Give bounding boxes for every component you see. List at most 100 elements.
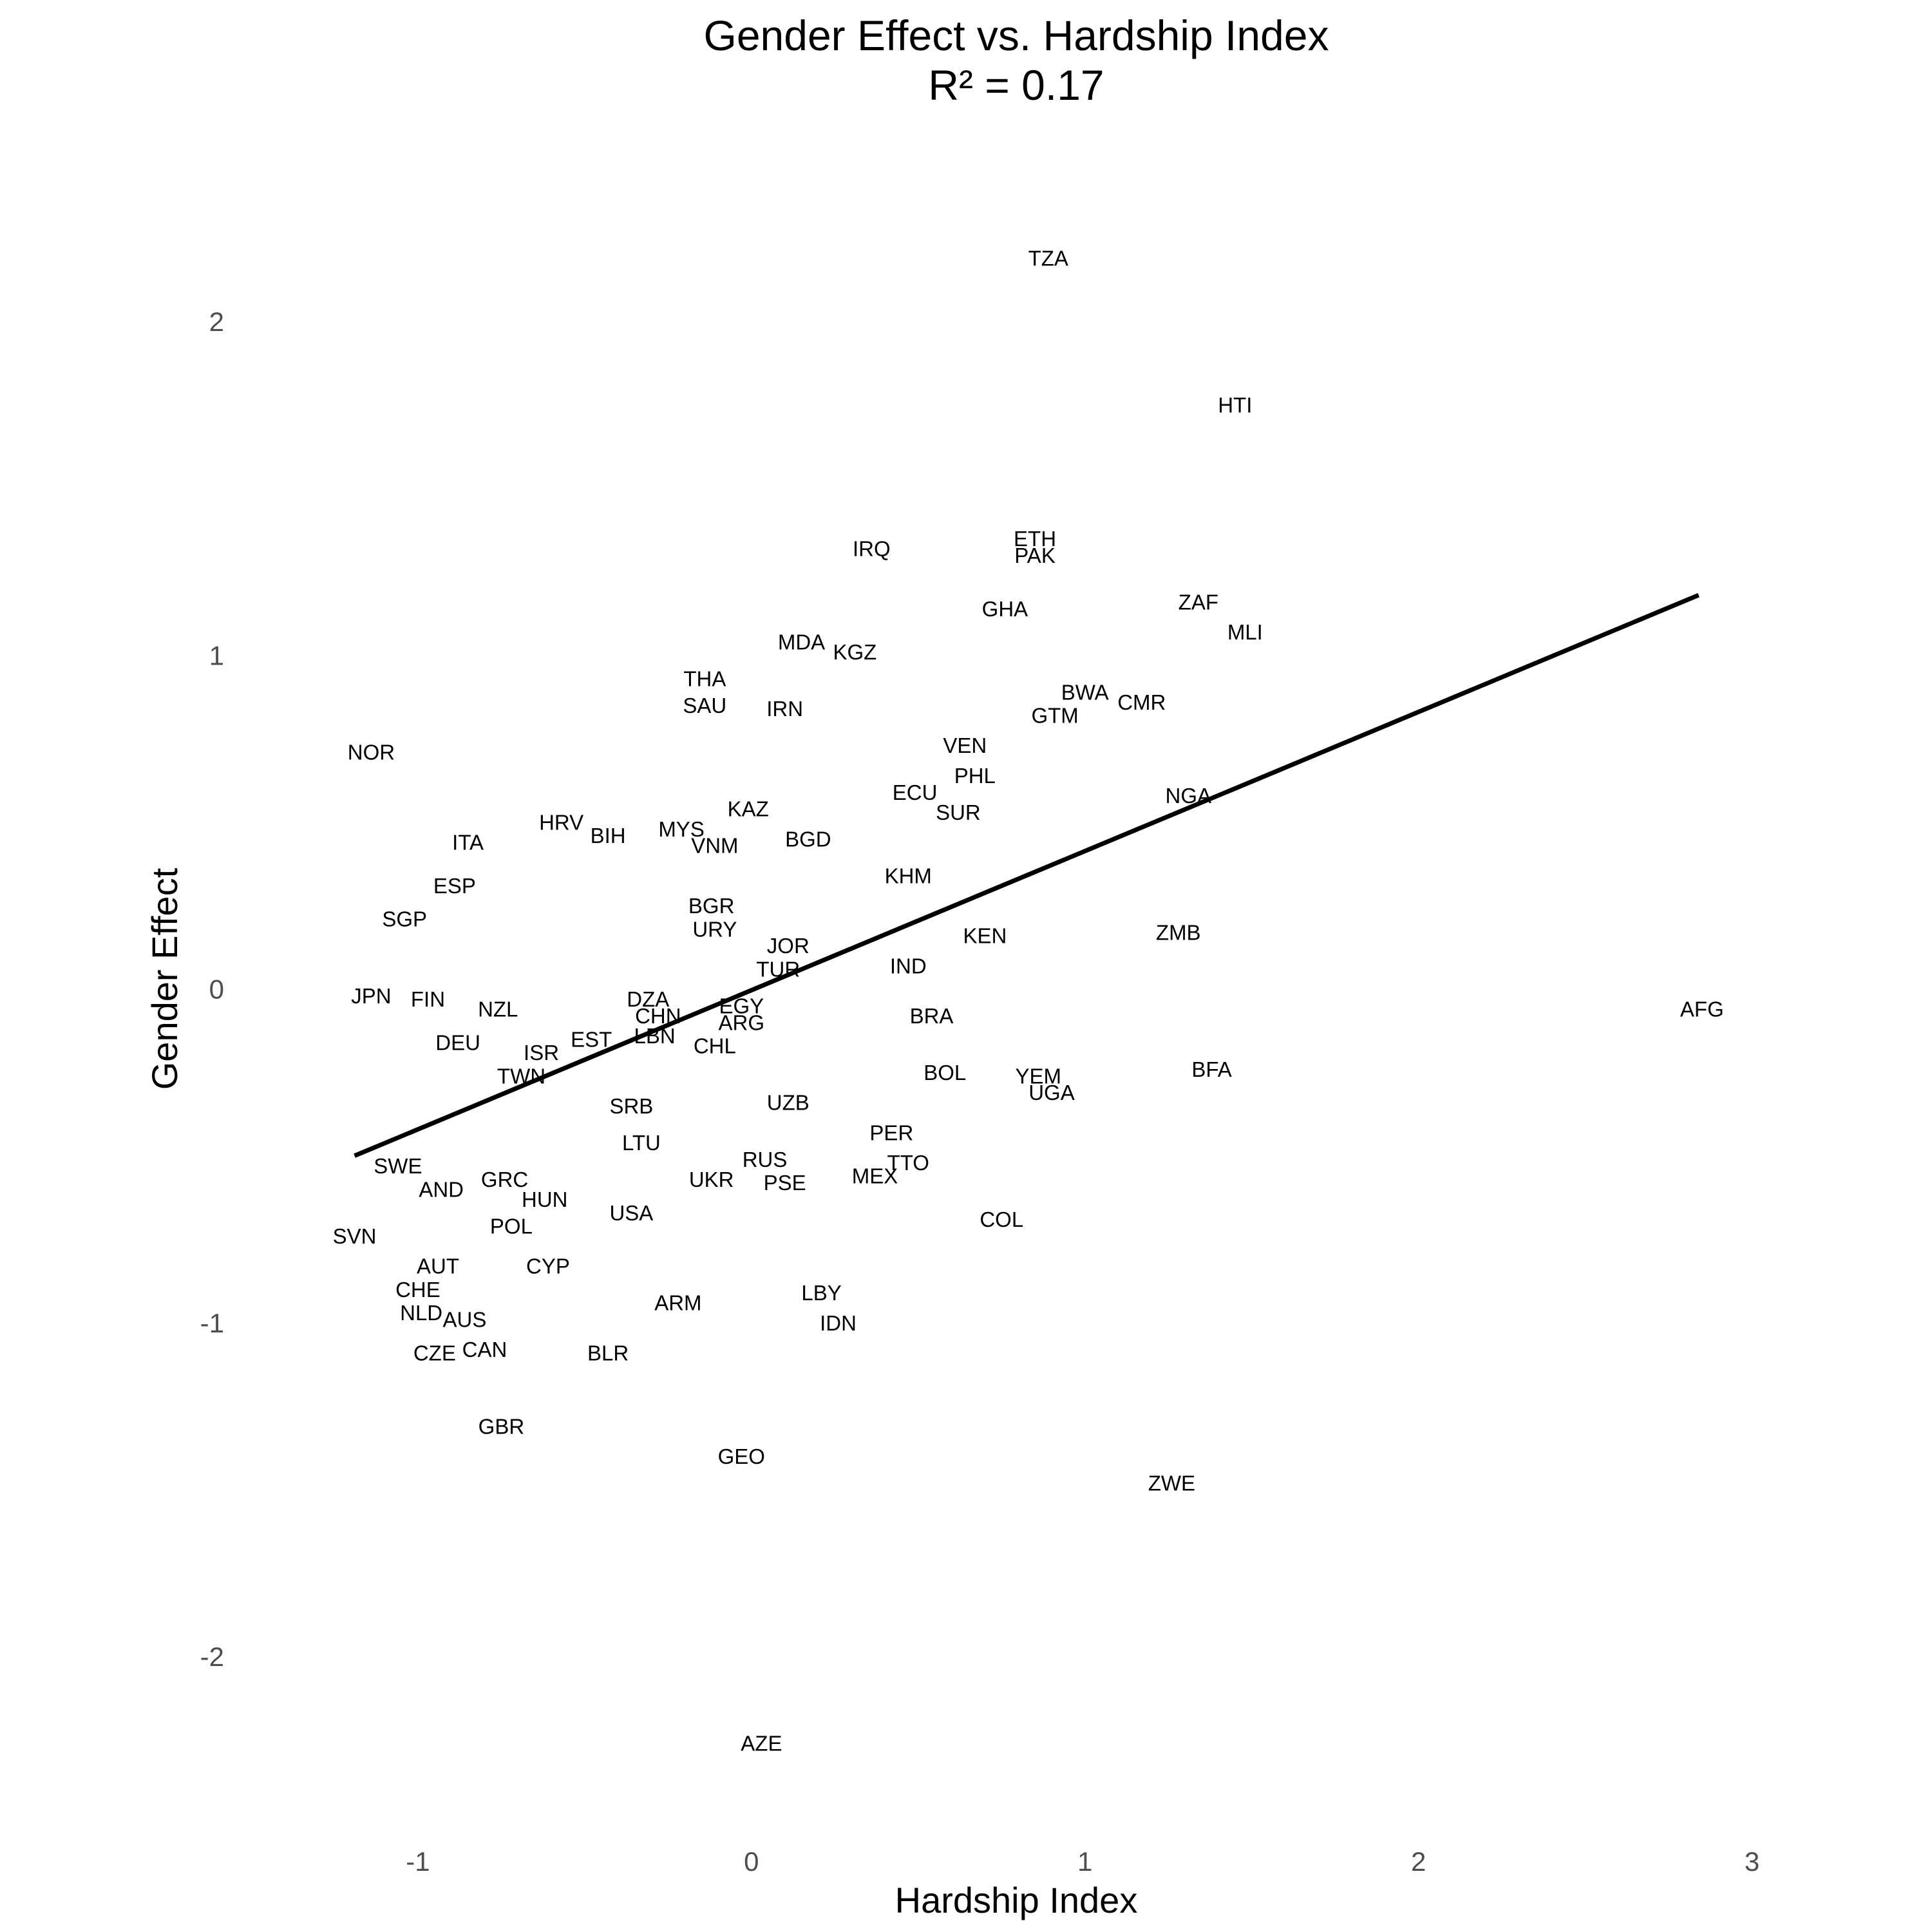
point-label: SRB bbox=[609, 1094, 653, 1118]
point-label: NGA bbox=[1166, 784, 1212, 808]
point-label: ZWE bbox=[1148, 1472, 1195, 1495]
point-label: ETH bbox=[1014, 527, 1056, 551]
point-label: EST bbox=[571, 1027, 612, 1051]
point-label: NOR bbox=[348, 741, 395, 764]
y-tick-label: 1 bbox=[209, 640, 224, 670]
point-label: MYS bbox=[658, 817, 705, 841]
x-tick-label: 0 bbox=[744, 1846, 759, 1877]
point-label: HUN bbox=[522, 1188, 568, 1211]
point-label: BOL bbox=[923, 1061, 966, 1084]
point-label: KHM bbox=[885, 864, 932, 887]
point-label: HTI bbox=[1218, 393, 1252, 417]
point-label: RUS bbox=[743, 1148, 788, 1171]
point-label: AZE bbox=[741, 1732, 782, 1756]
point-label: CHN bbox=[635, 1004, 681, 1028]
point-label: THA bbox=[683, 667, 726, 691]
point-label: GTM bbox=[1031, 704, 1078, 728]
y-tick-label: 2 bbox=[209, 307, 224, 337]
chart-subtitle: R² = 0.17 bbox=[928, 61, 1104, 109]
point-label: AUT bbox=[417, 1255, 459, 1278]
point-label: PAK bbox=[1014, 544, 1056, 567]
point-label: MLI bbox=[1227, 620, 1263, 644]
point-label: ZMB bbox=[1156, 920, 1201, 944]
point-label: SWE bbox=[374, 1154, 422, 1178]
point-label: ESP bbox=[433, 874, 476, 898]
point-label: JOR bbox=[767, 934, 810, 958]
point-label: ECU bbox=[893, 781, 938, 804]
point-label: NZL bbox=[478, 998, 518, 1021]
regression-line bbox=[354, 592, 1700, 1158]
point-label: CAN bbox=[462, 1338, 507, 1361]
x-axis-ticks: -1 0 1 2 3 bbox=[406, 1846, 1759, 1877]
point-label: ISR bbox=[524, 1041, 559, 1065]
chart-title: Gender Effect vs. Hardship Index bbox=[704, 12, 1329, 59]
point-label: SGP bbox=[382, 907, 427, 931]
point-label: BWA bbox=[1061, 680, 1109, 704]
point-label: TTO bbox=[887, 1151, 929, 1175]
point-label: LBY bbox=[801, 1281, 841, 1305]
point-label: TWN bbox=[497, 1064, 545, 1088]
y-tick-label: 0 bbox=[209, 974, 224, 1005]
x-tick-label: 2 bbox=[1411, 1846, 1426, 1877]
point-label: USA bbox=[609, 1201, 653, 1225]
point-label: ARG bbox=[719, 1010, 765, 1034]
point-label: AND bbox=[419, 1177, 464, 1201]
point-label: URY bbox=[692, 917, 737, 941]
point-label: COL bbox=[980, 1208, 1023, 1231]
point-label: CMR bbox=[1117, 690, 1166, 714]
point-label: TZA bbox=[1028, 247, 1068, 270]
point-label: PHL bbox=[954, 764, 996, 788]
point-label: PSE bbox=[764, 1171, 806, 1195]
point-label: ARM bbox=[654, 1291, 701, 1315]
point-label: IND bbox=[890, 954, 927, 978]
point-label: SAU bbox=[683, 694, 726, 717]
point-label: IDN bbox=[820, 1311, 857, 1335]
point-label: BIH bbox=[591, 824, 626, 848]
x-axis-title: Hardship Index bbox=[895, 1880, 1138, 1920]
point-label: GEO bbox=[718, 1444, 765, 1468]
x-tick-label: -1 bbox=[406, 1846, 430, 1877]
x-tick-label: 1 bbox=[1077, 1846, 1092, 1877]
point-label: PER bbox=[869, 1121, 913, 1144]
point-label: DZA bbox=[627, 987, 669, 1011]
point-label: UGA bbox=[1028, 1081, 1075, 1104]
point-label: GRC bbox=[481, 1168, 528, 1191]
point-label: JPN bbox=[351, 984, 391, 1008]
x-tick-label: 3 bbox=[1745, 1846, 1759, 1877]
point-label: FIN bbox=[411, 987, 445, 1011]
point-label: IRN bbox=[766, 697, 803, 721]
point-label: KGZ bbox=[833, 640, 876, 664]
point-label: SVN bbox=[333, 1224, 377, 1248]
point-label: KEN bbox=[963, 924, 1007, 948]
point-label: POL bbox=[490, 1214, 533, 1238]
point-label: CZE bbox=[413, 1341, 456, 1365]
point-label: VNM bbox=[691, 834, 738, 858]
y-axis-title: Gender Effect bbox=[144, 867, 185, 1090]
point-label: BGR bbox=[688, 894, 735, 918]
point-label: YEM bbox=[1015, 1064, 1061, 1088]
y-axis-ticks: -2 -1 0 1 2 bbox=[200, 307, 224, 1672]
y-tick-label: -2 bbox=[200, 1642, 224, 1672]
point-label: AUS bbox=[443, 1308, 487, 1332]
point-label: AFG bbox=[1680, 998, 1724, 1021]
point-label: MDA bbox=[778, 630, 825, 654]
point-label: ITA bbox=[452, 831, 484, 855]
point-label: IRQ bbox=[853, 536, 891, 560]
point-label: DEU bbox=[435, 1030, 480, 1054]
point-label: KAZ bbox=[728, 797, 769, 821]
point-label: CHE bbox=[395, 1278, 440, 1302]
point-label: MEX bbox=[852, 1164, 898, 1188]
point-label: BGD bbox=[785, 827, 831, 851]
point-label: BRA bbox=[910, 1004, 954, 1028]
point-label: UKR bbox=[689, 1168, 734, 1191]
point-label: NLD bbox=[400, 1301, 442, 1325]
point-label: TUR bbox=[756, 957, 800, 981]
point-label: EGY bbox=[719, 994, 764, 1018]
point-label: VEN bbox=[943, 734, 987, 757]
point-label: SUR bbox=[936, 800, 981, 824]
point-label: HRV bbox=[539, 810, 583, 834]
point-label: LTU bbox=[622, 1131, 661, 1155]
